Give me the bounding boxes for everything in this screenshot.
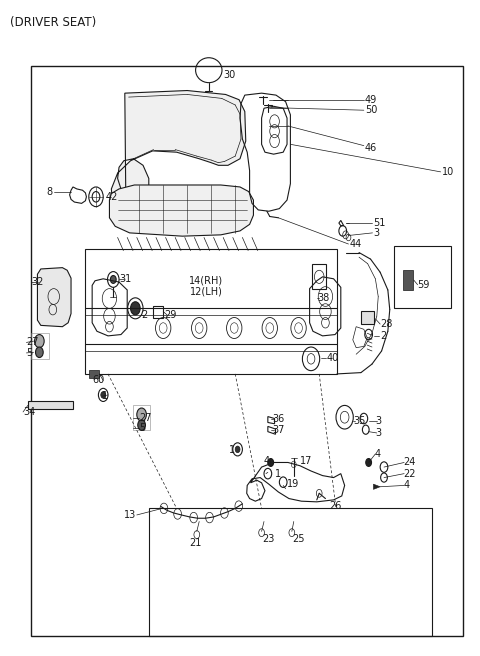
Text: 51: 51: [373, 218, 386, 228]
Circle shape: [138, 420, 145, 430]
Circle shape: [35, 335, 44, 348]
Text: 30: 30: [223, 70, 235, 81]
Text: 24: 24: [403, 457, 416, 468]
Text: 38: 38: [318, 293, 330, 303]
Text: 1: 1: [275, 468, 281, 479]
Circle shape: [235, 446, 240, 453]
Bar: [149, 508, 432, 636]
Text: 25: 25: [292, 534, 305, 544]
Text: 5: 5: [26, 348, 33, 358]
Text: 31: 31: [119, 274, 132, 285]
Text: 40: 40: [326, 353, 339, 363]
Text: 22: 22: [403, 468, 416, 479]
Text: 4: 4: [264, 455, 270, 466]
Polygon shape: [37, 268, 71, 327]
Text: 1: 1: [102, 391, 108, 401]
Text: 60: 60: [93, 375, 105, 386]
Circle shape: [137, 408, 146, 421]
Bar: [403, 270, 413, 290]
Text: 3: 3: [375, 428, 382, 438]
Text: 29: 29: [165, 310, 177, 320]
Bar: [394, 246, 451, 308]
Circle shape: [366, 459, 372, 466]
Text: 28: 28: [381, 319, 393, 329]
Text: 2: 2: [142, 310, 148, 320]
Text: 32: 32: [31, 277, 44, 287]
Text: 27: 27: [139, 413, 152, 423]
Text: 2: 2: [381, 331, 387, 341]
Polygon shape: [373, 484, 380, 489]
Text: 1: 1: [229, 445, 235, 455]
Text: 14(RH): 14(RH): [189, 276, 224, 286]
Text: 26: 26: [329, 501, 341, 512]
Text: 23: 23: [263, 534, 275, 544]
Text: 13: 13: [123, 510, 136, 520]
Circle shape: [36, 347, 43, 358]
Text: 10: 10: [442, 167, 454, 177]
Text: 59: 59: [418, 279, 430, 290]
Bar: [31, 66, 463, 636]
Text: 12(LH): 12(LH): [190, 286, 223, 297]
Text: (DRIVER SEAT): (DRIVER SEAT): [10, 16, 96, 30]
Bar: [133, 405, 150, 430]
Text: 5: 5: [139, 422, 145, 433]
Text: 3: 3: [373, 228, 380, 238]
Text: 4: 4: [403, 480, 409, 491]
Text: 27: 27: [26, 337, 39, 348]
Text: 46: 46: [365, 142, 377, 153]
Text: 8: 8: [47, 186, 53, 197]
Bar: [153, 306, 163, 318]
Text: 42: 42: [106, 192, 118, 202]
Bar: [31, 333, 49, 359]
Bar: [89, 370, 99, 378]
Text: 36: 36: [272, 413, 285, 424]
Text: 50: 50: [365, 105, 377, 115]
Text: 34: 34: [23, 407, 36, 417]
Text: 35: 35: [353, 416, 366, 426]
Bar: [361, 311, 374, 324]
Text: 17: 17: [300, 455, 312, 466]
Circle shape: [110, 276, 116, 283]
Circle shape: [131, 302, 140, 315]
Polygon shape: [111, 91, 246, 222]
Circle shape: [268, 459, 274, 466]
Text: 37: 37: [272, 424, 285, 435]
Text: 19: 19: [287, 479, 300, 489]
Circle shape: [101, 392, 106, 398]
Text: 44: 44: [349, 239, 362, 249]
Bar: [85, 249, 337, 374]
Text: 3: 3: [375, 416, 382, 426]
Text: 21: 21: [189, 538, 202, 548]
Bar: [312, 264, 326, 289]
Text: 49: 49: [365, 94, 377, 105]
Polygon shape: [109, 185, 253, 236]
Bar: [28, 401, 73, 409]
Text: 4: 4: [374, 449, 381, 459]
